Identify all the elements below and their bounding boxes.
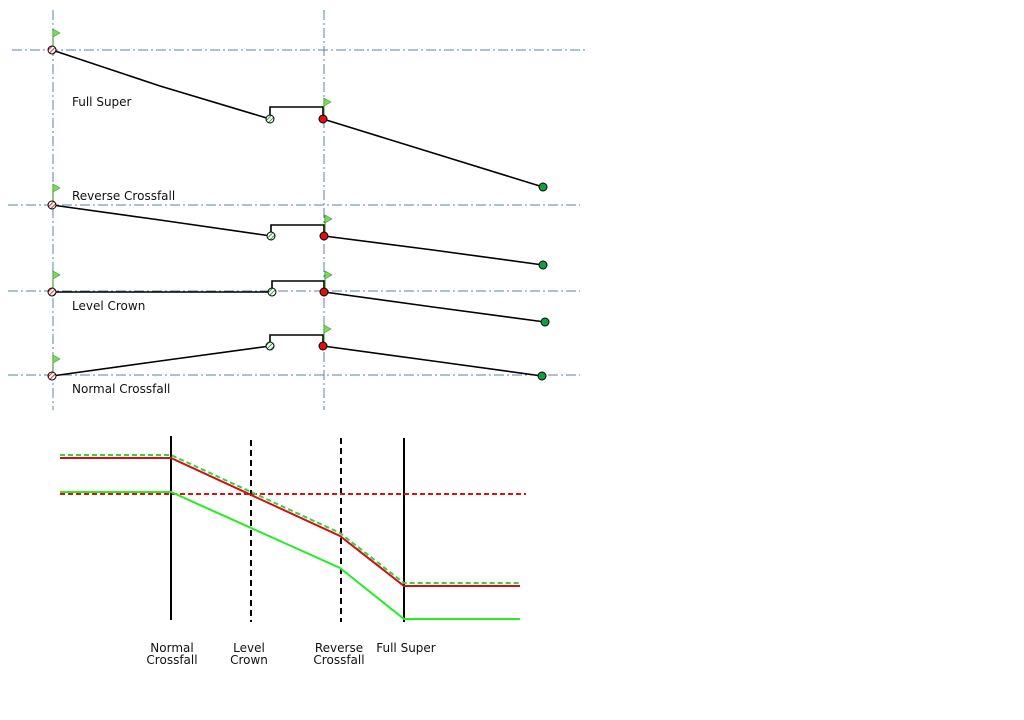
label-line: Level <box>233 641 265 655</box>
section-full-super: Full Super <box>47 28 548 192</box>
section-normal-crossfall: Normal Crossfall <box>47 324 547 396</box>
station-label: Full Super <box>376 641 436 655</box>
section-level-crown: Level Crown <box>47 270 550 327</box>
transition-diagram: Normal Crossfall Level Crown Reverse Crossf… <box>60 436 526 667</box>
label-line: Crossfall <box>313 653 364 667</box>
label-line: Full Super <box>376 641 436 655</box>
section-label: Level Crown <box>72 299 145 313</box>
label-line: Crown <box>230 653 268 667</box>
section-label: Normal Crossfall <box>72 382 170 396</box>
section-reverse-crossfall: Reverse Crossfall <box>47 183 548 270</box>
station-label: Level Crown <box>230 641 268 667</box>
section-label: Full Super <box>72 95 132 109</box>
station-label: Normal Crossfall <box>146 641 197 667</box>
label-line: Crossfall <box>146 653 197 667</box>
section-label: Reverse Crossfall <box>72 189 175 203</box>
axes <box>8 10 585 410</box>
label-line: Normal <box>150 641 193 655</box>
label-line: Reverse <box>315 641 363 655</box>
station-label: Reverse Crossfall <box>313 641 364 667</box>
